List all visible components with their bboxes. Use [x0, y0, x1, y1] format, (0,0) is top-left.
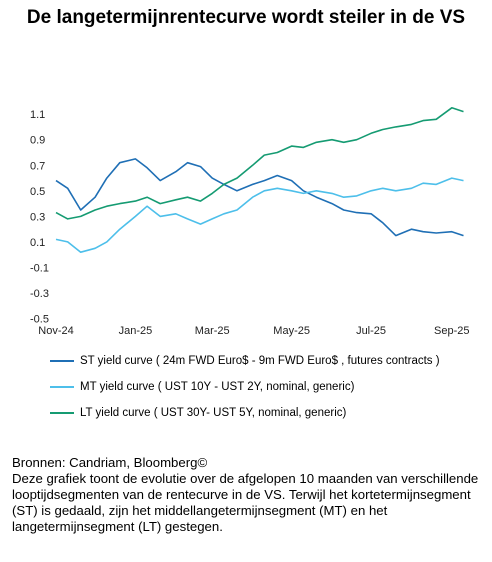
legend: ST yield curve ( 24m FWD Euro$ - 9m FWD …	[50, 348, 440, 426]
y-tick-label: -0.3	[30, 288, 49, 300]
series-line-lt	[55, 106, 464, 220]
x-tick-label: Jul-25	[356, 325, 386, 337]
chart-title: De langetermijnrentecurve wordt steiler …	[26, 7, 466, 28]
legend-swatch-lt	[50, 412, 74, 414]
legend-swatch-st	[50, 360, 74, 362]
description: Deze grafiek toont de evolutie over de a…	[12, 471, 479, 534]
legend-item-mt: MT yield curve ( UST 10Y - UST 2Y, nomin…	[50, 374, 440, 400]
series-line-st	[55, 158, 464, 237]
legend-label-st: ST yield curve ( 24m FWD Euro$ - 9m FWD …	[80, 355, 440, 367]
legend-label-mt: MT yield curve ( UST 10Y - UST 2Y, nomin…	[80, 381, 355, 393]
x-tick-label: Jan-25	[119, 325, 153, 337]
source-line: Bronnen: Candriam, Bloomberg©	[12, 455, 208, 470]
y-tick-label: 0.1	[30, 237, 45, 249]
footer: Bronnen: Candriam, Bloomberg© Deze grafi…	[12, 455, 484, 535]
x-tick-label: Nov-24	[38, 325, 73, 337]
legend-swatch-mt	[50, 386, 74, 388]
y-tick-label: 1.1	[30, 109, 45, 121]
y-tick-label: 0.5	[30, 186, 45, 198]
x-tick-label: May-25	[273, 325, 310, 337]
legend-label-lt: LT yield curve ( UST 30Y- UST 5Y, nomina…	[80, 407, 347, 419]
y-tick-label: 0.3	[30, 211, 45, 223]
x-tick-label: Sep-25	[434, 325, 469, 337]
y-tick-label: -0.5	[30, 314, 49, 326]
series-line-mt	[55, 177, 464, 253]
x-tick-label: Mar-25	[195, 325, 230, 337]
y-tick-label: -0.1	[30, 263, 49, 275]
y-tick-label: 0.9	[30, 135, 45, 147]
legend-item-lt: LT yield curve ( UST 30Y- UST 5Y, nomina…	[50, 400, 440, 426]
legend-item-st: ST yield curve ( 24m FWD Euro$ - 9m FWD …	[50, 348, 440, 374]
y-tick-label: 0.7	[30, 160, 45, 172]
